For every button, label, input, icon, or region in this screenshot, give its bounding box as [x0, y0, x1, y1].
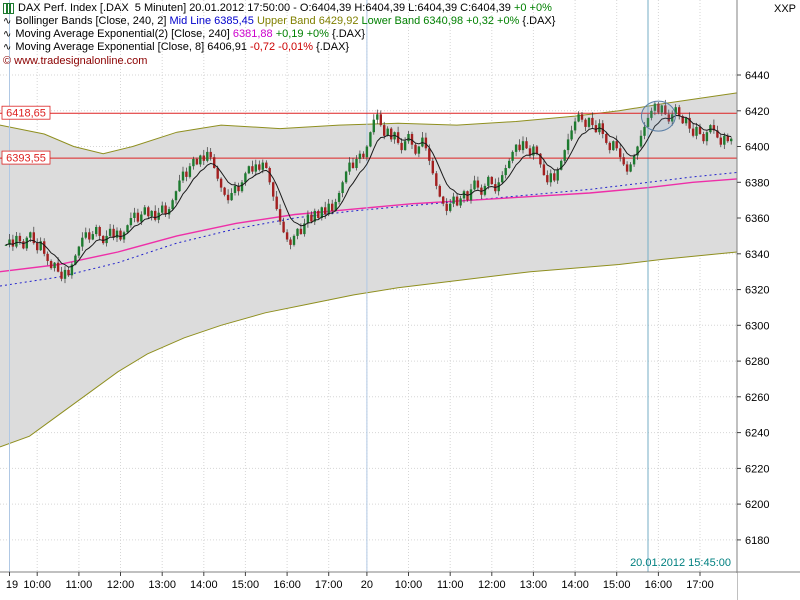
svg-text:14:00: 14:00 — [561, 579, 589, 591]
price-axis[interactable]: XXP 6440 6420 6400 6380 6360 6340 6320 6300 6280 6… — [736, 0, 800, 600]
svg-text:13:00: 13:00 — [148, 579, 176, 591]
legend-text: Lower Band 6340,98 — [361, 15, 467, 27]
svg-text:6220: 6220 — [745, 463, 769, 475]
bollinger-mid-line — [0, 172, 738, 287]
bollinger-band-area — [0, 92, 737, 447]
candles-layer — [4, 99, 733, 284]
legend-text: 6381,88 — [232, 28, 276, 40]
wave-icon: ∿ — [3, 15, 12, 27]
wave-icon: ∿ — [3, 28, 12, 40]
legend-instrument[interactable]: DAX Perf. Index [.DAX 5 Minuten] 20.01.2… — [3, 2, 555, 15]
legend-text: Upper Band 6429,92 — [256, 15, 362, 27]
svg-text:19: 19 — [6, 579, 18, 591]
svg-text:14:00: 14:00 — [190, 579, 218, 591]
bollinger-lower-line — [0, 251, 738, 448]
candlestick-icon — [3, 3, 14, 14]
bollinger-upper-line — [0, 92, 738, 155]
ema8-line — [5, 114, 732, 268]
svg-text:6240: 6240 — [745, 428, 769, 440]
legend-text: Moving Average Exponential(2) [Close, 24… — [15, 28, 233, 40]
price-axis-unit: XXP — [774, 3, 796, 15]
legend-text: -0,72 -0,01% — [250, 41, 317, 53]
svg-text:6340: 6340 — [745, 249, 769, 261]
svg-text:15:00: 15:00 — [232, 579, 260, 591]
svg-text:20: 20 — [361, 579, 373, 591]
highlight-circle — [640, 100, 676, 132]
svg-text:6320: 6320 — [745, 285, 769, 297]
legend-text: +0,19 +0% — [275, 28, 332, 40]
svg-text:6418,65: 6418,65 — [6, 108, 46, 120]
svg-text:6420: 6420 — [745, 106, 769, 118]
indicator-legend: DAX Perf. Index [.DAX 5 Minuten] 20.01.2… — [3, 2, 555, 68]
svg-text:17:00: 17:00 — [686, 579, 714, 591]
wave-icon: ∿ — [3, 41, 12, 53]
svg-text:11:00: 11:00 — [66, 579, 93, 591]
svg-text:10:00: 10:00 — [395, 579, 423, 591]
svg-text:10:00: 10:00 — [23, 579, 51, 591]
svg-text:11:00: 11:00 — [437, 579, 464, 591]
svg-text:6200: 6200 — [745, 499, 769, 511]
svg-text:16:00: 16:00 — [273, 579, 301, 591]
legend-copyright[interactable]: © www.tradesignalonline.com — [3, 55, 555, 68]
svg-text:6360: 6360 — [745, 213, 769, 225]
svg-text:6280: 6280 — [745, 356, 769, 368]
svg-text:12:00: 12:00 — [107, 579, 135, 591]
svg-text:6380: 6380 — [745, 177, 769, 189]
svg-text:13:00: 13:00 — [520, 579, 548, 591]
svg-text:6393,55: 6393,55 — [6, 153, 46, 165]
legend-text: Bollinger Bands [Close, 240, 2] — [15, 15, 170, 27]
svg-text:12:00: 12:00 — [478, 579, 506, 591]
legend-ema8[interactable]: ∿ Moving Average Exponential [Close, 8] 6… — [3, 41, 555, 54]
svg-text:16:00: 16:00 — [645, 579, 673, 591]
price-line-label: 6418,65 — [1, 105, 51, 120]
svg-text:6260: 6260 — [745, 392, 769, 404]
legend-text: {.DAX} — [331, 28, 366, 40]
legend-text: Mid Line 6385,45 — [169, 15, 257, 27]
legend-text: Moving Average Exponential [Close, 8] — [15, 41, 208, 53]
svg-text:15:00: 15:00 — [603, 579, 631, 591]
svg-text:6300: 6300 — [745, 320, 769, 332]
svg-text:6440: 6440 — [745, 70, 769, 82]
price-line-label: 6393,55 — [1, 150, 51, 165]
svg-text:6400: 6400 — [745, 142, 769, 154]
legend-text: 6406,91 — [207, 41, 251, 53]
ema240-line — [0, 178, 738, 273]
legend-text: {.DAX} — [316, 41, 350, 53]
legend-bollinger[interactable]: ∿ Bollinger Bands [Close, 240, 2] Mid Lin… — [3, 15, 555, 28]
legend-text: +0 +0% — [513, 2, 552, 14]
legend-text: {.DAX} — [522, 15, 556, 27]
legend-text: DAX Perf. Index [.DAX 5 Minuten] 20.01.2… — [18, 2, 514, 14]
svg-text:17:00: 17:00 — [315, 579, 343, 591]
time-axis[interactable]: 19 10:00 11:00 12:00 13:00 14:00 15:00 16:00 17:… — [0, 571, 800, 600]
svg-text:6180: 6180 — [745, 535, 769, 547]
legend-text: +0,32 +0% — [466, 15, 523, 27]
legend-ema240[interactable]: ∿ Moving Average Exponential(2) [Close, 2… — [3, 28, 555, 41]
legend-text: © www.tradesignalonline.com — [3, 55, 148, 67]
cursor-timestamp: 20.01.2012 15:45:00 — [630, 557, 731, 569]
